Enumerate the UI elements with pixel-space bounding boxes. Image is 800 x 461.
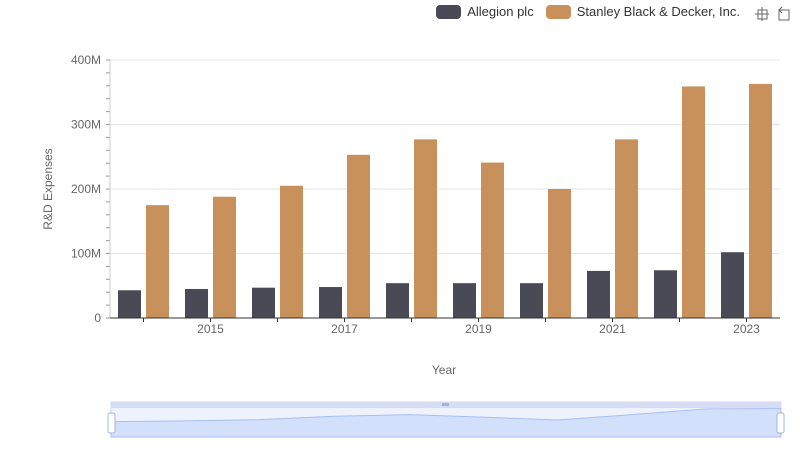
bar-stanley-2015 (213, 196, 236, 318)
bar-stanley-2018 (414, 139, 437, 318)
bar-stanley-2022 (682, 86, 705, 318)
bar-allegion-2021 (587, 270, 610, 318)
bar-allegion-2019 (453, 283, 476, 318)
y-axis-title: R&D Expenses (41, 148, 55, 230)
slider-drag-grip[interactable] (442, 403, 449, 406)
y-tick-label: 100M (71, 247, 101, 261)
bar-allegion-2016 (252, 287, 275, 318)
bar-stanley-2017 (347, 154, 370, 318)
legend-label-stanley: Stanley Black & Decker, Inc. (576, 4, 740, 19)
x-tick-label: 2021 (599, 322, 626, 336)
bar-allegion-2015 (185, 288, 208, 318)
legend-item-allegion[interactable]: Allegion plc (436, 4, 534, 19)
slider-handle-right[interactable] (776, 412, 785, 434)
y-tick-label: 400M (71, 53, 101, 67)
bar-allegion-2014 (118, 290, 141, 318)
legend-swatch-stanley (545, 4, 571, 19)
bars-group (118, 83, 772, 319)
x-tick-label: 2017 (331, 322, 358, 336)
y-tick-label: 200M (71, 182, 101, 196)
legend-item-stanley[interactable]: Stanley Black & Decker, Inc. (545, 4, 740, 19)
bar-stanley-2014 (146, 205, 169, 318)
y-axis: 0 100M 200M 300M 400M (71, 53, 111, 325)
zoom-crosshair-icon[interactable] (754, 6, 770, 22)
grid-lines (110, 59, 780, 254)
data-zoom-slider[interactable] (107, 401, 785, 438)
x-tick-label: 2019 (465, 322, 492, 336)
x-axis-title: Year (431, 363, 457, 377)
y-tick-label: 300M (71, 118, 101, 132)
bar-stanley-2016 (280, 185, 303, 318)
bar-allegion-2017 (319, 287, 342, 318)
legend-label-allegion: Allegion plc (467, 4, 534, 19)
legend-swatch-allegion (436, 4, 462, 19)
bar-allegion-2018 (386, 283, 409, 318)
x-axis: 2015 2017 2019 2021 2023 (110, 317, 780, 336)
legend: Allegion plc Stanley Black & Decker, Inc… (424, 4, 740, 19)
bar-allegion-2022 (654, 270, 677, 318)
x-tick-label: 2023 (733, 322, 760, 336)
slider-handle-left[interactable] (107, 412, 116, 434)
x-tick-label: 2015 (197, 322, 224, 336)
toolbox (748, 6, 792, 22)
bar-allegion-2023 (721, 252, 744, 318)
bar-stanley-2023 (749, 83, 772, 319)
slider-preview (110, 408, 782, 438)
restore-icon[interactable] (776, 6, 792, 22)
y-tick-label: 0 (94, 311, 101, 325)
bar-stanley-2019 (481, 162, 504, 318)
bar-stanley-2020 (548, 189, 571, 318)
bar-allegion-2020 (520, 283, 543, 318)
bar-stanley-2021 (615, 139, 638, 318)
